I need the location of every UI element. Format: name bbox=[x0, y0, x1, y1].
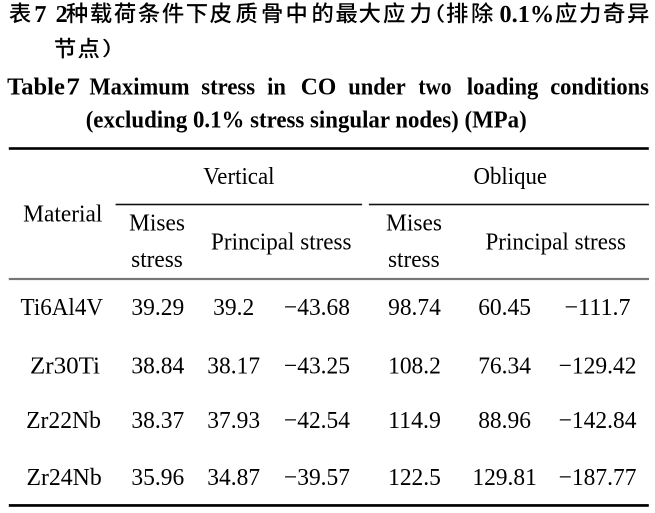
svg-text:stress: stress bbox=[201, 74, 255, 101]
svg-text:−39.57: −39.57 bbox=[284, 464, 350, 491]
svg-text:38.84: 38.84 bbox=[131, 352, 184, 379]
svg-text:Mises: Mises bbox=[129, 210, 185, 237]
svg-text:loading: loading bbox=[467, 74, 539, 101]
svg-text:−142.84: −142.84 bbox=[559, 407, 637, 434]
svg-text:76.34: 76.34 bbox=[478, 352, 531, 379]
svg-text:Zr30Ti: Zr30Ti bbox=[30, 352, 100, 379]
svg-text:two: two bbox=[418, 74, 451, 101]
svg-text:114.9: 114.9 bbox=[388, 407, 441, 434]
svg-text:60.45: 60.45 bbox=[478, 294, 531, 321]
svg-text:(excluding 0.1% stress singula: (excluding 0.1% stress singular nodes) (… bbox=[86, 107, 527, 134]
svg-text:Principal stress: Principal stress bbox=[211, 229, 352, 256]
svg-text:Ti6Al4V: Ti6Al4V bbox=[21, 294, 104, 321]
svg-text:in: in bbox=[267, 74, 286, 101]
svg-text:Mises: Mises bbox=[386, 210, 442, 237]
svg-text:122.5: 122.5 bbox=[388, 464, 441, 491]
svg-text:7: 7 bbox=[66, 74, 80, 101]
svg-text:conditions: conditions bbox=[550, 74, 649, 101]
svg-text:34.87: 34.87 bbox=[207, 464, 260, 491]
svg-text:Vertical: Vertical bbox=[203, 163, 274, 190]
svg-text:Principal stress: Principal stress bbox=[485, 229, 626, 256]
svg-text:stress: stress bbox=[388, 246, 440, 273]
svg-text:88.96: 88.96 bbox=[478, 407, 531, 434]
svg-text:−129.42: −129.42 bbox=[559, 352, 637, 379]
svg-text:Zr24Nb: Zr24Nb bbox=[27, 464, 102, 491]
svg-text:38.17: 38.17 bbox=[207, 352, 260, 379]
svg-text:−43.68: −43.68 bbox=[284, 294, 350, 321]
svg-text:CO: CO bbox=[301, 74, 337, 101]
svg-text:Table: Table bbox=[7, 74, 65, 101]
svg-text:−111.7: −111.7 bbox=[565, 294, 631, 321]
svg-text:under: under bbox=[348, 74, 406, 101]
svg-text:Oblique: Oblique bbox=[474, 163, 548, 190]
svg-text:37.93: 37.93 bbox=[207, 407, 260, 434]
svg-text:stress: stress bbox=[131, 246, 183, 273]
svg-text:129.81: 129.81 bbox=[472, 464, 537, 491]
svg-text:Zr22Nb: Zr22Nb bbox=[26, 407, 101, 434]
svg-text:−42.54: −42.54 bbox=[284, 407, 350, 434]
svg-text:−187.77: −187.77 bbox=[559, 464, 637, 491]
svg-text:39.2: 39.2 bbox=[213, 294, 254, 321]
svg-text:98.74: 98.74 bbox=[388, 294, 441, 321]
svg-text:Material: Material bbox=[23, 200, 102, 227]
svg-text:Maximum: Maximum bbox=[89, 74, 189, 101]
svg-text:38.37: 38.37 bbox=[131, 407, 184, 434]
svg-text:108.2: 108.2 bbox=[388, 352, 441, 379]
svg-text:−43.25: −43.25 bbox=[284, 352, 350, 379]
svg-text:39.29: 39.29 bbox=[131, 294, 184, 321]
svg-text:35.96: 35.96 bbox=[131, 464, 184, 491]
